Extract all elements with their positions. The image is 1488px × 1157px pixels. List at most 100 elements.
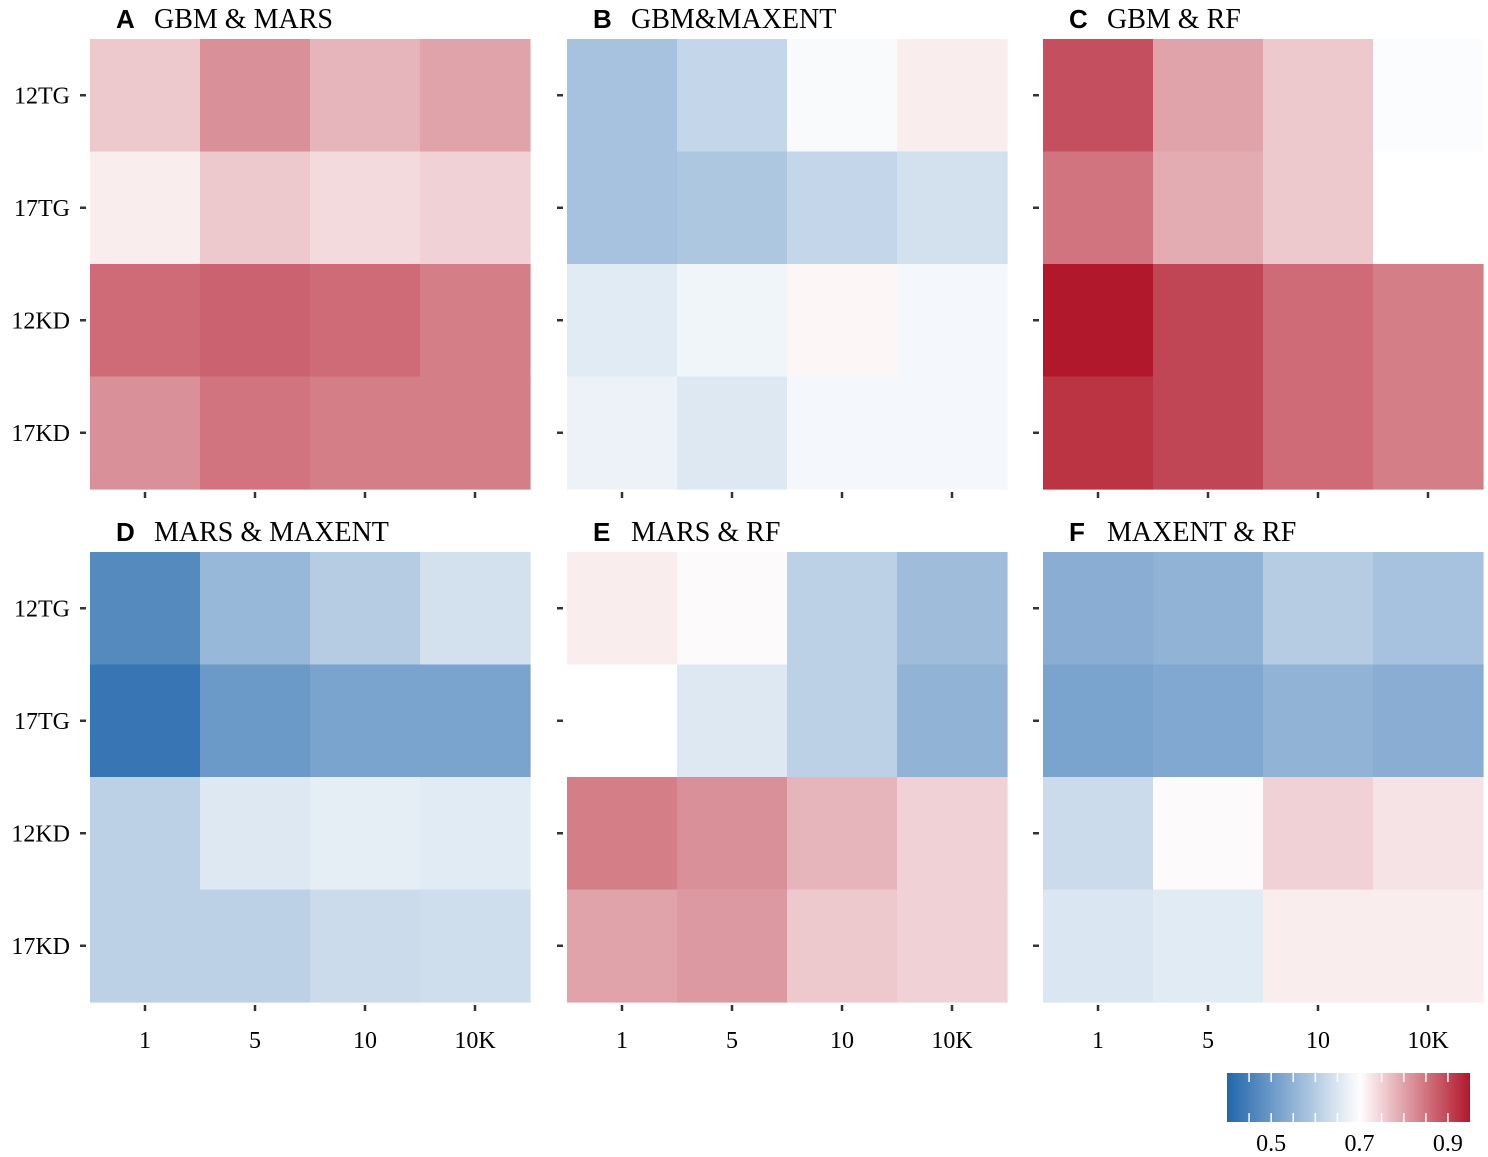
- heatmap-cell: [1043, 264, 1154, 378]
- panel-letter: E: [593, 517, 610, 547]
- heatmap-cell: [1263, 376, 1374, 490]
- panel-letter: D: [116, 517, 135, 547]
- panel-letter: C: [1069, 4, 1088, 34]
- heatmap-cell: [90, 264, 201, 378]
- x-tick-label: 1: [616, 1028, 628, 1054]
- panel-title: GBM & RF: [1107, 4, 1241, 35]
- heatmap-cell: [420, 151, 531, 265]
- heatmap-cell: [897, 376, 1008, 490]
- y-tick-label: 17KD: [11, 421, 70, 447]
- heatmap-cell: [1153, 889, 1264, 1003]
- heatmap-cell: [420, 39, 531, 153]
- panel-title: MAXENT & RF: [1107, 517, 1296, 548]
- y-tick-label: 17KD: [11, 934, 70, 960]
- heatmap-cell: [787, 889, 898, 1003]
- heatmap-cell: [1263, 39, 1374, 153]
- heatmap-cell: [200, 664, 311, 778]
- heatmap-cell: [1153, 777, 1264, 891]
- heatmap-cell: [1153, 376, 1264, 490]
- heatmap-cell: [787, 664, 898, 778]
- heatmap-cell: [1373, 39, 1484, 153]
- heatmap-cell: [90, 39, 201, 153]
- x-tick-label: 10K: [454, 1028, 496, 1054]
- heatmap-cell: [1153, 552, 1264, 666]
- heatmap-cell: [310, 664, 421, 778]
- x-tick-label: 10: [830, 1028, 854, 1054]
- heatmap-cell: [567, 777, 678, 891]
- heatmap-cell: [200, 39, 311, 153]
- colorbar: [1227, 1073, 1470, 1122]
- heatmap-cell: [90, 376, 201, 490]
- x-tick-label: 1: [139, 1028, 151, 1054]
- heatmap-cell: [567, 376, 678, 490]
- heatmap-cell: [310, 777, 421, 891]
- heatmap-cell: [787, 151, 898, 265]
- x-tick-label: 5: [249, 1028, 261, 1054]
- heatmap-cell: [1153, 151, 1264, 265]
- heatmap-cell: [420, 889, 531, 1003]
- y-tick-label: 17TG: [14, 196, 70, 222]
- heatmap-cell: [1043, 664, 1154, 778]
- panel-title: MARS & MAXENT: [154, 517, 389, 548]
- heatmap-cell: [1043, 889, 1154, 1003]
- heatmap-cell: [677, 777, 788, 891]
- heatmap-cell: [310, 376, 421, 490]
- heatmap-cell: [1263, 889, 1374, 1003]
- heatmap-cell: [1373, 151, 1484, 265]
- y-tick-label: 12TG: [14, 596, 70, 622]
- heatmap-cell: [1263, 777, 1374, 891]
- x-tick-label: 10: [353, 1028, 377, 1054]
- heatmap-cell: [420, 664, 531, 778]
- heatmap-cell: [787, 39, 898, 153]
- heatmap-cell: [1373, 889, 1484, 1003]
- heatmap-cell: [567, 264, 678, 378]
- heatmap-cell: [90, 151, 201, 265]
- heatmap-cell: [677, 664, 788, 778]
- heatmap-cell: [1263, 664, 1374, 778]
- heatmap-cell: [787, 264, 898, 378]
- heatmap-cell: [677, 264, 788, 378]
- heatmap-cell: [90, 889, 201, 1003]
- y-tick-label: 12TG: [14, 83, 70, 109]
- heatmap-cell: [1373, 664, 1484, 778]
- heatmap-cell: [200, 376, 311, 490]
- heatmap-cell: [1043, 552, 1154, 666]
- heatmap-cell: [787, 552, 898, 666]
- heatmap-cell: [420, 376, 531, 490]
- heatmap-cell: [200, 552, 311, 666]
- heatmap-cell: [567, 552, 678, 666]
- panel-letter: F: [1069, 517, 1085, 547]
- heatmap-cell: [897, 39, 1008, 153]
- heatmap-cell: [200, 151, 311, 265]
- heatmap-cell: [787, 777, 898, 891]
- x-tick-label: 10K: [931, 1028, 973, 1054]
- colorbar-tick-label: 0.5: [1256, 1131, 1286, 1157]
- heatmap-cell: [897, 151, 1008, 265]
- heatmap-cell: [677, 376, 788, 490]
- panel-title: GBM & MARS: [154, 4, 333, 35]
- panel-letter: A: [116, 4, 135, 34]
- heatmap-cell: [1373, 264, 1484, 378]
- heatmap-cell: [420, 777, 531, 891]
- heatmap-cell: [310, 889, 421, 1003]
- heatmap-cell: [677, 39, 788, 153]
- x-tick-label: 1: [1092, 1028, 1104, 1054]
- heatmap-cell: [1043, 777, 1154, 891]
- colorbar-tick-label: 0.7: [1345, 1131, 1375, 1157]
- heatmap-cell: [1043, 39, 1154, 153]
- heatmap-cell: [310, 552, 421, 666]
- heatmap-cell: [1373, 777, 1484, 891]
- heatmap-cell: [567, 664, 678, 778]
- heatmap-cell: [1263, 552, 1374, 666]
- y-tick-label: 12KD: [11, 308, 70, 334]
- x-tick-label: 10K: [1407, 1028, 1449, 1054]
- heatmap-cell: [567, 889, 678, 1003]
- heatmap-cell: [420, 264, 531, 378]
- heatmap-cell: [567, 151, 678, 265]
- heatmap-cell: [897, 264, 1008, 378]
- heatmap-cell: [897, 777, 1008, 891]
- panel-title: MARS & RF: [631, 517, 780, 548]
- heatmap-cell: [567, 39, 678, 153]
- heatmap-cell: [90, 777, 201, 891]
